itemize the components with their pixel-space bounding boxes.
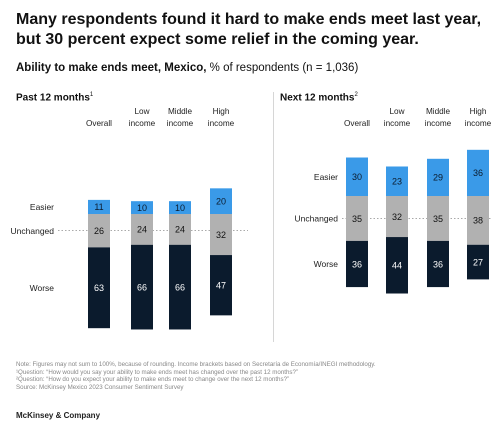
bar-easier-middle-income	[427, 158, 449, 196]
value-label-unchanged-low-income: 32	[392, 212, 402, 222]
bar-unchanged-high-income	[467, 196, 489, 245]
bar-unchanged-middle-income	[427, 196, 449, 241]
value-label-easier-middle-income: 10	[175, 203, 185, 213]
category-label-low-income-line1: Low	[134, 107, 149, 116]
bar-worse-low-income	[131, 244, 153, 330]
category-label-high-income-line1: High	[213, 107, 230, 116]
footnotes: Note: Figures may not sum to 100%, becau…	[16, 361, 486, 391]
footnote-source: Source: McKinsey Mexico 2023 Consumer Se…	[16, 383, 184, 391]
bar-easier-low-income	[131, 201, 153, 214]
value-label-unchanged-overall: 26	[94, 226, 104, 236]
bar-easier-middle-income	[169, 201, 191, 214]
value-label-worse-middle-income: 66	[175, 282, 185, 292]
panel-title-past: Past 12 months1	[16, 92, 93, 103]
bar-worse-middle-income	[169, 244, 191, 330]
category-label-low-income-line2: income	[129, 119, 156, 128]
row-label-easier: Easier	[30, 202, 54, 212]
footnote-note: Note: Figures may not sum to 100%, becau…	[16, 361, 376, 368]
panel-divider	[273, 92, 274, 342]
bar-easier-low-income	[386, 166, 408, 196]
value-label-worse-overall: 36	[352, 259, 362, 269]
bar-worse-low-income	[386, 237, 408, 294]
bar-unchanged-low-income	[386, 196, 408, 238]
category-label-middle-income-line2: income	[167, 119, 194, 128]
bar-unchanged-overall	[346, 196, 368, 241]
value-label-worse-low-income: 44	[392, 261, 402, 271]
value-label-easier-low-income: 23	[392, 177, 402, 187]
row-label-unchanged: Unchanged	[295, 214, 339, 224]
footnote-question-1: ¹Question: “How would you say your abili…	[16, 368, 299, 376]
value-label-easier-high-income: 20	[216, 196, 226, 206]
bar-worse-high-income	[467, 244, 489, 280]
value-label-unchanged-middle-income: 35	[433, 214, 443, 224]
chart-title-line-2: but 30 percent expect some relief in the…	[16, 31, 419, 48]
bar-unchanged-overall	[88, 214, 110, 248]
subtitle-bold: Ability to make ends meet, Mexico,	[16, 62, 207, 74]
chart-title: Many respondents found it hard to make e…	[16, 10, 486, 50]
category-label-high-income-line2: income	[465, 119, 492, 128]
value-label-unchanged-middle-income: 24	[175, 225, 185, 235]
value-label-unchanged-low-income: 24	[137, 225, 147, 235]
value-label-worse-middle-income: 36	[433, 259, 443, 269]
category-label-low-income-line2: income	[384, 119, 411, 128]
bar-unchanged-high-income	[210, 214, 232, 256]
bar-easier-high-income	[467, 149, 489, 196]
row-label-worse: Worse	[314, 259, 339, 269]
value-label-unchanged-high-income: 32	[216, 230, 226, 240]
bar-unchanged-middle-income	[169, 214, 191, 245]
panel-title-next: Next 12 months2	[280, 92, 358, 103]
value-label-worse-high-income: 47	[216, 281, 226, 291]
panel-title-past-footnote: 1	[89, 92, 94, 98]
panel-title-next-footnote: 2	[354, 92, 358, 98]
category-label-low-income-line1: Low	[389, 107, 404, 116]
brand-logo-text: McKinsey & Company	[16, 411, 101, 420]
bar-worse-high-income	[210, 255, 232, 316]
bar-worse-middle-income	[427, 240, 449, 288]
value-label-easier-high-income: 36	[473, 168, 483, 178]
bar-easier-high-income	[210, 188, 232, 214]
category-label-high-income-line1: High	[470, 107, 487, 116]
value-label-worse-overall: 63	[94, 283, 104, 293]
value-label-unchanged-overall: 35	[352, 214, 362, 224]
category-label-middle-income-line1: Middle	[168, 107, 193, 116]
value-label-easier-overall: 30	[352, 172, 362, 182]
bar-worse-overall	[346, 240, 368, 288]
category-label-overall: Overall	[344, 119, 370, 128]
value-label-worse-low-income: 66	[137, 282, 147, 292]
chart-title-line-1: Many respondents found it hard to make e…	[16, 11, 482, 28]
category-label-middle-income-line1: Middle	[426, 107, 451, 116]
bar-easier-overall	[346, 157, 368, 196]
panel-title-past-text: Past 12 months	[16, 92, 90, 104]
subtitle-rest: % of respondents (n = 1,036)	[206, 62, 359, 74]
row-label-worse: Worse	[30, 283, 55, 293]
category-label-overall: Overall	[86, 119, 112, 128]
value-label-unchanged-high-income: 38	[473, 216, 483, 226]
chart-subtitle: Ability to make ends meet, Mexico, % of …	[16, 62, 358, 74]
bar-unchanged-low-income	[131, 214, 153, 245]
value-label-easier-low-income: 10	[137, 203, 147, 213]
panel-title-next-text: Next 12 months	[280, 92, 355, 104]
category-label-high-income-line2: income	[208, 119, 235, 128]
bar-easier-overall	[88, 199, 110, 214]
value-label-easier-overall: 11	[94, 202, 103, 212]
footnote-question-2: ²Question: “How do you expect your abili…	[16, 376, 290, 384]
row-label-easier: Easier	[314, 172, 338, 182]
category-label-middle-income-line2: income	[425, 119, 452, 128]
value-label-easier-middle-income: 29	[433, 173, 443, 183]
bar-worse-overall	[88, 247, 110, 329]
value-label-worse-high-income: 27	[473, 257, 483, 267]
row-label-unchanged: Unchanged	[11, 226, 55, 236]
